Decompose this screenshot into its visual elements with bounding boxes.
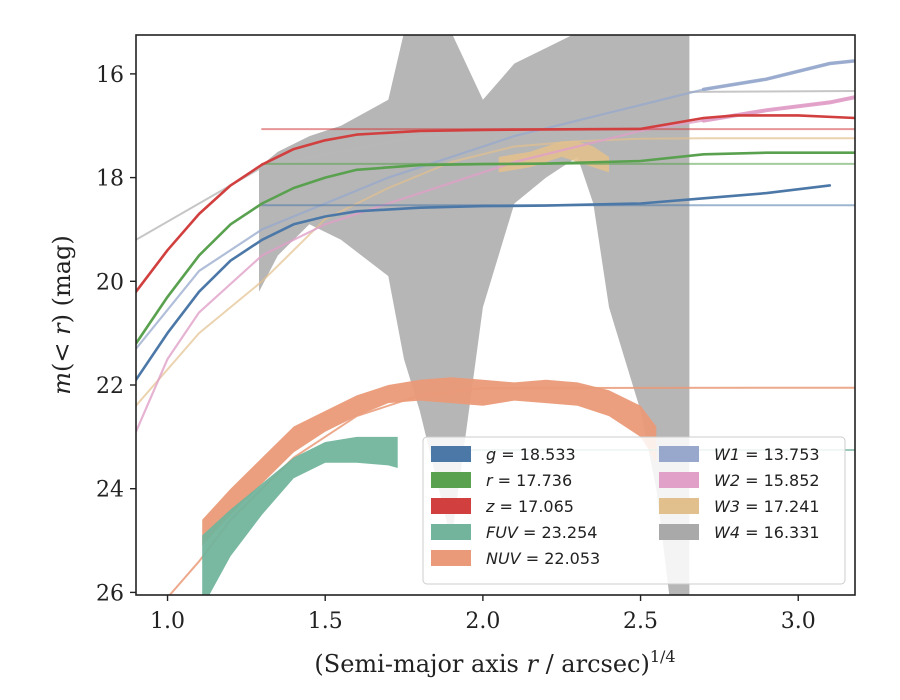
y-tick-label: 26	[96, 581, 124, 606]
legend-label-fuv: FUV = 23.254	[486, 523, 597, 542]
fuv-band	[202, 436, 398, 595]
y-tick-label: 22	[96, 374, 124, 399]
x-tick-label: 1.5	[308, 609, 343, 634]
legend-label-r: r = 17.736	[486, 471, 572, 490]
x-tick-label: 1.0	[150, 609, 185, 634]
z-curve	[136, 114, 855, 293]
legend-swatch-z	[431, 498, 471, 514]
plot-area	[136, 35, 855, 595]
x-axis-label: (Semi-major axis r / arcsec)1/4	[314, 647, 675, 678]
y-tick-label: 24	[96, 478, 124, 503]
legend-swatch-w1	[659, 446, 699, 462]
y-tick-label: 18	[96, 167, 124, 192]
w4-band	[259, 35, 690, 595]
legend-swatch-w2	[659, 472, 699, 488]
nuv-band	[202, 377, 657, 546]
w1-curve-measured	[701, 59, 855, 92]
y-axis-label: m(< r) (mag)	[48, 235, 76, 395]
legend-swatch-g	[431, 446, 471, 462]
y-tick-label: 16	[96, 63, 124, 88]
x-tick-label: 2.0	[465, 609, 500, 634]
legend-label-w3: W3 = 17.241	[714, 497, 820, 516]
legend: g = 18.533 r = 17.736 z = 17.065 FUV = 23.2…	[422, 436, 846, 585]
y-tick-label: 20	[96, 270, 124, 295]
legend-label-w4: W4 = 16.331	[714, 523, 820, 542]
legend-swatch-w4	[659, 524, 699, 540]
x-tick-label: 2.5	[623, 609, 658, 634]
legend-swatch-r	[431, 472, 471, 488]
w3-curve	[136, 137, 855, 407]
legend-swatch-w3	[659, 498, 699, 514]
legend-swatch-nuv	[431, 550, 471, 566]
legend-swatch-fuv	[431, 524, 471, 540]
r-curve	[136, 151, 855, 345]
legend-label-w1: W1 = 13.753	[714, 445, 820, 464]
x-tick-label: 3.0	[781, 609, 816, 634]
legend-label-z: z = 17.065	[485, 497, 574, 516]
legend-label-nuv: NUV = 22.053	[486, 549, 600, 568]
plot-frame	[135, 34, 856, 596]
legend-label-w2: W2 = 15.852	[714, 471, 820, 490]
axes: 1.0 1.5 2.0 2.5 3.0 16 18 20 22 24 26	[96, 63, 816, 634]
g-curve	[136, 184, 832, 382]
legend-box	[422, 436, 846, 585]
legend-label-g: g = 18.533	[486, 445, 576, 464]
